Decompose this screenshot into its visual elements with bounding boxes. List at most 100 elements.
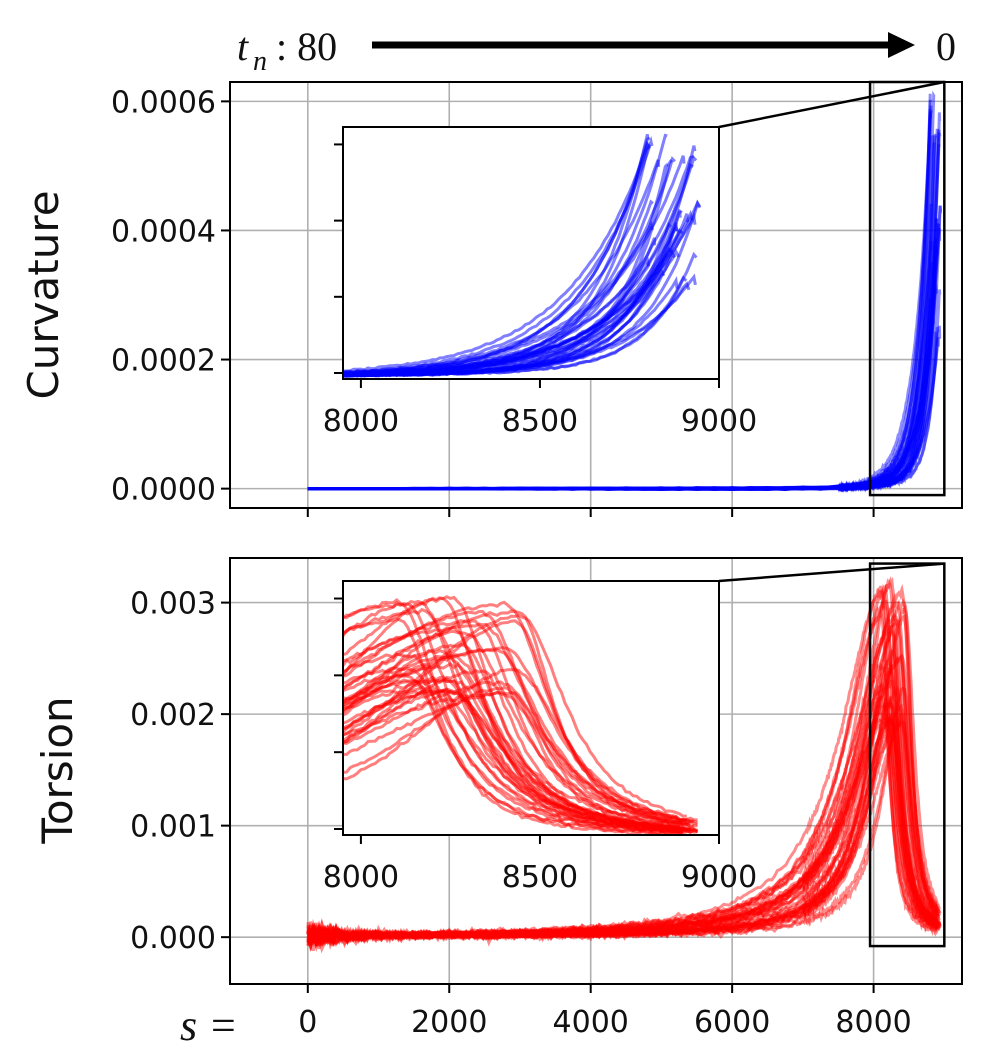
torsion-series-line	[306, 647, 940, 945]
torsion-series-line	[306, 695, 938, 947]
torsion-series-line	[306, 716, 938, 947]
y-tick-label: 0.000	[130, 921, 216, 956]
x-tick-label: 0	[298, 1005, 317, 1040]
curvature-series-line	[307, 110, 933, 493]
curvature-axes-frame	[229, 81, 963, 509]
header-t-subscript: n	[253, 46, 267, 77]
curvature-series-line	[307, 317, 935, 492]
curvature-series-line	[307, 135, 937, 492]
curvature-inset-x-tick-label: 8500	[502, 404, 578, 439]
header-start-value: : 80	[276, 24, 337, 69]
torsion-series-line	[307, 696, 940, 946]
curvature-series-line	[307, 99, 933, 492]
curvature-series-line	[307, 90, 936, 493]
torsion-inset-x-tick-label: 8000	[323, 860, 399, 895]
y-tick-label: 0.001	[130, 810, 216, 845]
curvature-y-ticks: 0.0000 0.0002 0.0004 0.0006	[111, 85, 230, 508]
torsion-inset-frame	[342, 580, 720, 836]
torsion-inset-series-line	[343, 619, 684, 825]
torsion-inset-series-line	[343, 599, 688, 833]
torsion-series-line	[306, 583, 940, 947]
curvature-series-line	[307, 112, 932, 492]
curvature-inset: 8000 8500 9000	[323, 126, 757, 439]
curvature-series-line	[307, 142, 936, 492]
torsion-series-line	[306, 655, 939, 942]
torsion-series-line	[306, 679, 938, 947]
curvature-series-line	[307, 250, 939, 492]
torsion-series-line	[306, 608, 939, 949]
curvature-inset-series-line	[343, 268, 666, 378]
torsion-y-ticks: 0.000 0.001 0.002 0.003	[130, 587, 230, 956]
curvature-series-line	[307, 336, 940, 492]
torsion-inset-series-line	[343, 629, 688, 827]
torsion-panel: 0 2000 4000 6000 8000 0.000 0.001 0.002 0.003 T…	[33, 557, 963, 1040]
curvature-series-line	[307, 223, 940, 492]
x-tick-label: 6000	[694, 1005, 770, 1040]
torsion-inset: 8000 8500 9000	[323, 580, 757, 895]
torsion-zoom-rect	[868, 562, 946, 948]
torsion-inset-series-line	[343, 668, 698, 822]
y-tick-label: 0.0004	[111, 214, 216, 249]
torsion-series-line	[306, 612, 938, 945]
curvature-series-line	[307, 143, 941, 493]
torsion-inset-x-tick-label: 8500	[502, 860, 578, 895]
curvature-series-line	[307, 133, 938, 493]
curvature-series-line	[307, 218, 939, 493]
torsion-series-line	[306, 630, 940, 946]
x-tick-label: 2000	[411, 1005, 487, 1040]
torsion-inset-series-line	[343, 617, 684, 835]
curvature-series-line	[307, 298, 932, 492]
curvature-series-line	[307, 108, 932, 491]
torsion-series-line	[306, 686, 941, 946]
curvature-series	[307, 90, 943, 493]
curvature-ylabel: Curvature	[19, 190, 68, 399]
torsion-ylabel: Torsion	[33, 696, 82, 844]
curvature-series-line	[307, 280, 937, 492]
curvature-series-line	[307, 331, 938, 493]
x-tick-label: 8000	[835, 1005, 911, 1040]
torsion-axes-frame	[229, 557, 963, 985]
torsion-series-line	[307, 685, 941, 943]
curvature-inset-series-line	[343, 142, 651, 373]
curvature-series-line	[307, 289, 942, 493]
curvature-series-line	[307, 287, 938, 493]
torsion-series-line	[306, 703, 941, 945]
curvature-series-line	[307, 135, 934, 492]
curvature-series-line	[307, 245, 938, 493]
torsion-series-line	[306, 698, 938, 947]
torsion-series-line	[306, 682, 939, 951]
x-axis-prefix: s =	[180, 1001, 238, 1050]
torsion-series-line	[307, 694, 939, 947]
curvature-inset-x-tick-label: 8000	[323, 404, 399, 439]
curvature-x-ticks	[306, 508, 875, 517]
torsion-zoom-connector	[718, 562, 945, 583]
curvature-series-line	[307, 203, 933, 493]
torsion-series-line	[306, 653, 942, 950]
curvature-series-line	[307, 240, 933, 491]
curvature-series-line	[307, 132, 942, 493]
curvature-series-line	[307, 284, 938, 492]
y-tick-label: 0.002	[130, 698, 216, 733]
torsion-series-line	[306, 601, 942, 947]
y-tick-label: 0.0002	[111, 344, 216, 379]
curvature-inset-frame	[342, 126, 720, 380]
curvature-series-line	[307, 325, 942, 492]
torsion-series-line	[306, 604, 939, 953]
curvature-series-line	[307, 326, 940, 492]
torsion-inset-series-line	[343, 598, 684, 834]
torsion-zoom-box	[718, 562, 946, 948]
torsion-series-line	[306, 587, 940, 944]
torsion-inset-x-tick-label: 9000	[681, 860, 757, 895]
torsion-series-line	[306, 599, 942, 947]
header-t-symbol: t	[237, 24, 249, 69]
curvature-series-line	[307, 218, 939, 493]
curvature-series-line	[307, 240, 937, 492]
curvature-series-line	[307, 93, 932, 493]
torsion-series-line	[306, 710, 940, 948]
torsion-series-line	[306, 718, 941, 951]
curvature-series-line	[307, 128, 939, 492]
curvature-series-line	[307, 205, 942, 492]
curvature-inset-x-tick-label: 9000	[681, 404, 757, 439]
